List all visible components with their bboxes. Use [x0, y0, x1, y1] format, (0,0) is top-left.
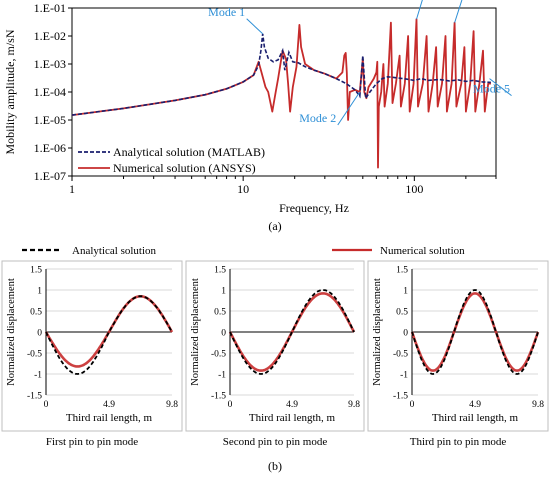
- mode-y-tick-label: -1: [400, 371, 408, 381]
- mode-y-tick-label: 1.5: [214, 266, 226, 276]
- mode-panel-caption: Second pin to pin mode: [223, 436, 328, 448]
- frf-y-tick-label: 1.E-03: [34, 57, 66, 71]
- mode-y-tick-label: 0.5: [396, 308, 408, 318]
- frf-x-tick-label: 100: [405, 182, 423, 196]
- mode-y-axis-title: Normalized displacement: [190, 278, 201, 386]
- numerical-series-line: [71, 18, 491, 169]
- annotation-pointer: [454, 0, 463, 23]
- frf-y-tick-label: 1.E-05: [34, 113, 66, 127]
- analytical-series-line: [71, 33, 491, 116]
- annotation-pointer: [489, 78, 512, 97]
- annotation-label: Mode 5: [473, 82, 510, 96]
- mode-panel-caption: Third pin to pin mode: [410, 436, 507, 448]
- mode-y-tick-label: -0.5: [393, 350, 408, 360]
- annotation-pointer: [246, 18, 264, 35]
- frf-x-tick-label: 10: [237, 182, 249, 196]
- mode-y-tick-label: -1.5: [27, 392, 42, 402]
- mode-y-tick-label: -1.5: [211, 392, 226, 402]
- mode-legend: Analytical solution Numerical solution: [22, 245, 465, 257]
- frf-y-tick-label: 1.E-01: [34, 1, 66, 15]
- mode-panel-caption: First pin to pin mode: [46, 436, 138, 448]
- mode-y-tick-label: 1: [221, 287, 226, 297]
- analytical-mode-line: [411, 289, 539, 375]
- mode-x-tick-label: 9.8: [166, 400, 178, 410]
- frf-series: [71, 18, 491, 169]
- frf-y-tick-label: 1.E-06: [34, 141, 66, 155]
- frf-chart: 1.E-07 1.E-06 1.E-05 1.E-04 1.E-03 1.E-02 1.E-…: [3, 0, 512, 233]
- frf-y-tick-label: 1.E-04: [34, 85, 66, 99]
- mode-y-tick-label: 0.5: [30, 308, 42, 318]
- mode-x-tick-label: 0: [228, 400, 233, 410]
- mode-y-tick-label: 1: [37, 287, 42, 297]
- mode-y-tick-label: 0: [37, 329, 42, 339]
- panel-a-label: (a): [268, 219, 281, 233]
- mode-y-tick-label: -1.5: [393, 392, 408, 402]
- frf-y-axis: 1.E-07 1.E-06 1.E-05 1.E-04 1.E-03 1.E-02 1.E-…: [34, 1, 72, 183]
- mode-x-axis-title: Third rail length, m: [432, 412, 519, 424]
- frf-x-axis: 1 10 100: [69, 176, 497, 196]
- numerical-mode-line: [410, 292, 540, 372]
- analytical-mode-line: [229, 289, 355, 375]
- annotation-label: Mode 1: [208, 5, 245, 19]
- frf-legend: Analytical solution (MATLAB) Numerical so…: [78, 145, 265, 175]
- mode-y-tick-label: 0: [403, 329, 408, 339]
- mode-panel: -1.5 -1 -0.5 0 0.5 1 1.5 0 4.9 9.8 Normalized disp…: [185, 260, 365, 448]
- mode-y-axis-title: Normalized displacement: [6, 278, 17, 386]
- mode-panel-frame: [367, 260, 549, 432]
- mode-y-tick-label: 0.5: [214, 308, 226, 318]
- mode-shape-figure: Analytical solution Numerical solution -1…: [1, 245, 549, 473]
- mode-x-tick-label: 9.8: [532, 400, 544, 410]
- frf-x-axis-title: Frequency, Hz: [279, 201, 349, 215]
- frf-y-tick-label: 1.E-02: [34, 29, 66, 43]
- mode-y-tick-label: -0.5: [211, 350, 226, 360]
- mode-y-tick-label: 1.5: [30, 266, 42, 276]
- mode-y-tick-label: -0.5: [27, 350, 42, 360]
- legend-numerical-label: Numerical solution (ANSYS): [113, 161, 256, 175]
- legend-analytical-label: Analytical solution (MATLAB): [113, 145, 265, 159]
- mode-panel: -1.5 -1 -0.5 0 0.5 1 1.5 0 4.9 9.8 Normalized disp…: [1, 260, 183, 448]
- legend-analytical-label: Analytical solution: [72, 245, 157, 257]
- mode-x-tick-label: 4.9: [286, 400, 298, 410]
- annotation-label: Mode 2: [299, 111, 336, 125]
- mode-x-tick-label: 9.8: [348, 400, 360, 410]
- mode-y-tick-label: 0: [221, 329, 226, 339]
- mode-x-tick-label: 0: [410, 400, 415, 410]
- annotation-pointer: [416, 0, 423, 20]
- mode-y-tick-label: -1: [218, 371, 226, 381]
- frf-y-axis-title: Mobility amplitude, m/sN: [3, 29, 17, 154]
- mode-x-axis-title: Third rail length, m: [66, 412, 153, 424]
- annotation-pointer: [337, 91, 361, 126]
- panel-b-label: (b): [268, 459, 282, 473]
- mode-y-axis-title: Normalized displacement: [372, 278, 383, 386]
- mode-y-tick-label: 1.5: [396, 266, 408, 276]
- mode-panel-frame: [1, 260, 183, 432]
- mode-y-tick-label: -1: [34, 371, 42, 381]
- numerical-mode-line: [228, 292, 356, 372]
- mode-x-axis-title: Third rail length, m: [249, 412, 336, 424]
- mode-panel: -1.5 -1 -0.5 0 0.5 1 1.5 0 4.9 9.8 Normalized disp…: [367, 260, 549, 448]
- mode-panels: -1.5 -1 -0.5 0 0.5 1 1.5 0 4.9 9.8 Normalized disp…: [1, 260, 549, 448]
- analytical-mode-line: [45, 295, 173, 375]
- frf-x-tick-label: 1: [69, 182, 75, 196]
- mode-y-tick-label: 1: [403, 287, 408, 297]
- legend-numerical-label: Numerical solution: [380, 245, 465, 257]
- mode-x-tick-label: 0: [44, 400, 49, 410]
- frf-y-tick-label: 1.E-07: [34, 169, 66, 183]
- mode-panel-frame: [185, 260, 365, 432]
- mode-x-tick-label: 4.9: [469, 400, 481, 410]
- mode-x-tick-label: 4.9: [103, 400, 115, 410]
